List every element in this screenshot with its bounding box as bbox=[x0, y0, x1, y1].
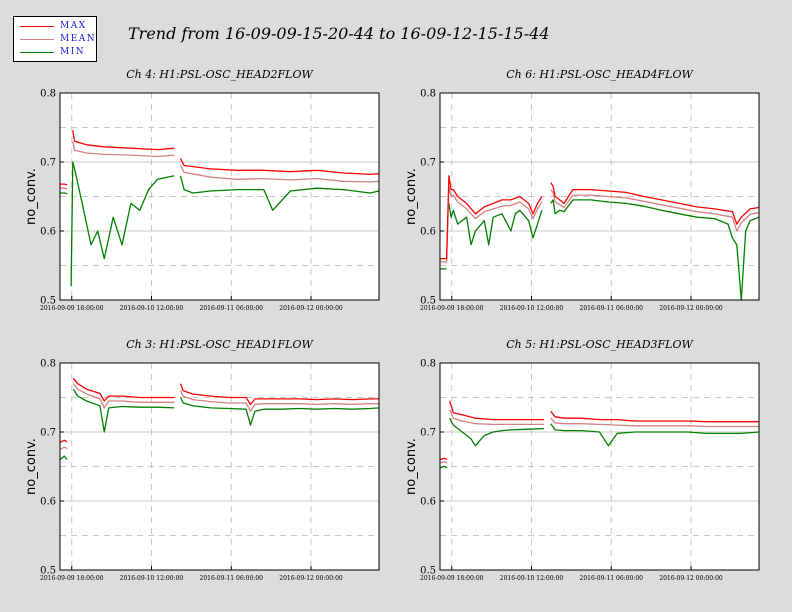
x-tick-label: 2016-09-09 18:00:00 bbox=[40, 305, 104, 312]
x-tick-label: 2016-09-12 00:00:00 bbox=[279, 575, 343, 582]
legend-item-max: MAX bbox=[20, 20, 94, 32]
x-tick-label: 2016-09-11 06:00:00 bbox=[580, 305, 644, 312]
x-tick-label: 2016-09-09 18:00:00 bbox=[420, 575, 484, 582]
series-line-max bbox=[59, 377, 379, 443]
y-tick-label: 0.8 bbox=[420, 359, 436, 370]
y-tick-label: 0.8 bbox=[40, 359, 56, 370]
x-tick-label: 2016-09-12 00:00:00 bbox=[279, 305, 343, 312]
series-line-max bbox=[440, 175, 760, 260]
plot-frame bbox=[439, 92, 760, 301]
x-tick-label: 2016-09-11 06:00:00 bbox=[580, 575, 644, 582]
y-axis-label: no_conv. bbox=[404, 438, 419, 495]
series-line-min bbox=[59, 388, 380, 461]
legend: MAX MEAN MIN bbox=[13, 16, 97, 62]
plot-title: Ch 4: H1:PSL-OSC_HEAD2FLOW bbox=[126, 68, 314, 81]
legend-swatch-min bbox=[20, 52, 54, 53]
y-tick-label: 0.5 bbox=[420, 566, 436, 577]
y-tick-label: 0.5 bbox=[40, 566, 56, 577]
plot-title: Ch 3: H1:PSL-OSC_HEAD1FLOW bbox=[126, 338, 314, 351]
x-tick-label: 2016-09-11 06:00:00 bbox=[200, 305, 264, 312]
x-tick-label: 2016-09-09 18:00:00 bbox=[420, 305, 484, 312]
series-line-mean bbox=[60, 141, 380, 190]
x-tick-label: 2016-09-10 12:00:00 bbox=[120, 305, 184, 312]
y-tick-label: 0.7 bbox=[40, 158, 56, 169]
x-tick-label: 2016-09-10 12:00:00 bbox=[500, 305, 564, 312]
x-tick-label: 2016-09-10 12:00:00 bbox=[120, 575, 184, 582]
plot-frame bbox=[59, 362, 380, 571]
plot-title: Ch 5: H1:PSL-OSC_HEAD3FLOW bbox=[506, 338, 694, 351]
y-tick-label: 0.6 bbox=[420, 227, 436, 238]
x-tick-label: 2016-09-12 00:00:00 bbox=[659, 305, 723, 312]
y-axis-label: no_conv. bbox=[404, 168, 419, 225]
y-tick-label: 0.5 bbox=[40, 296, 56, 307]
series-line-min bbox=[60, 161, 380, 287]
legend-label-mean: MEAN bbox=[60, 34, 97, 44]
series-line-max bbox=[439, 400, 759, 461]
series-line-mean bbox=[439, 409, 759, 464]
y-tick-label: 0.6 bbox=[40, 227, 56, 238]
series-line-min bbox=[440, 199, 760, 301]
plot-title: Ch 6: H1:PSL-OSC_HEAD4FLOW bbox=[506, 68, 694, 81]
legend-item-min: MIN bbox=[20, 46, 94, 58]
series-line-min bbox=[439, 417, 760, 469]
legend-item-mean: MEAN bbox=[20, 33, 97, 45]
y-tick-label: 0.6 bbox=[420, 497, 436, 508]
x-tick-label: 2016-09-09 18:00:00 bbox=[40, 575, 104, 582]
series-line-max bbox=[60, 130, 380, 186]
y-tick-label: 0.7 bbox=[420, 428, 436, 439]
x-tick-label: 2016-09-11 06:00:00 bbox=[200, 575, 264, 582]
legend-swatch-max bbox=[20, 26, 54, 27]
legend-label-min: MIN bbox=[60, 47, 86, 57]
plot-frame bbox=[439, 362, 760, 571]
x-tick-label: 2016-09-10 12:00:00 bbox=[500, 575, 564, 582]
legend-swatch-mean bbox=[20, 39, 54, 40]
y-axis-label: no_conv. bbox=[24, 168, 39, 225]
plot-frame bbox=[59, 92, 380, 301]
y-tick-label: 0.5 bbox=[420, 296, 436, 307]
x-tick-label: 2016-09-12 00:00:00 bbox=[659, 575, 723, 582]
legend-label-max: MAX bbox=[60, 21, 87, 31]
series-line-mean bbox=[440, 185, 760, 263]
y-tick-label: 0.7 bbox=[420, 158, 436, 169]
page-title: Trend from 16-09-09-15-20-44 to 16-09-12… bbox=[128, 24, 550, 43]
series-line-mean bbox=[59, 383, 379, 450]
y-tick-label: 0.8 bbox=[420, 89, 436, 100]
y-axis-label: no_conv. bbox=[24, 438, 39, 495]
y-tick-label: 0.7 bbox=[40, 428, 56, 439]
y-tick-label: 0.8 bbox=[40, 89, 56, 100]
y-tick-label: 0.6 bbox=[40, 497, 56, 508]
